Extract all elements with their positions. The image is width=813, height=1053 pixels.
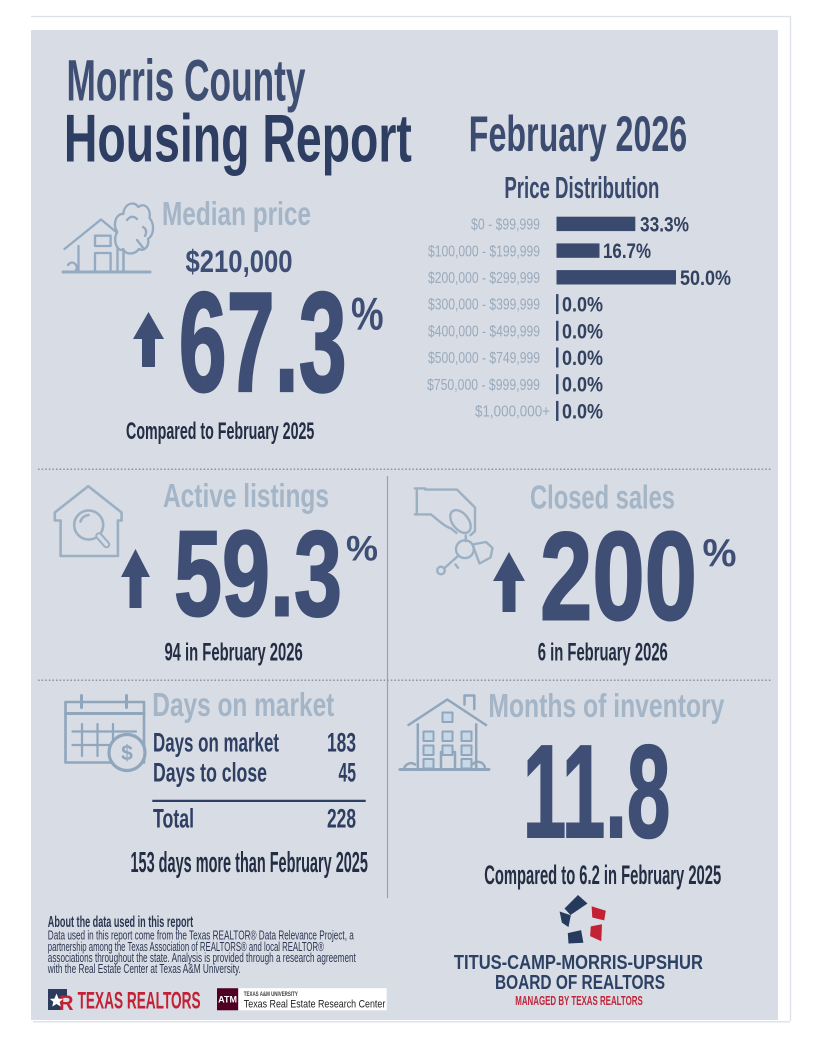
svg-text:0.0%: 0.0% [562, 374, 603, 397]
svg-text:About the data used in this re: About the data used in this report [48, 914, 193, 931]
svg-text:%: % [346, 530, 378, 569]
svg-text:$: $ [121, 742, 133, 765]
svg-text:Active listings: Active listings [163, 477, 329, 514]
svg-text:Days on market: Days on market [153, 728, 279, 758]
svg-text:50.0%: 50.0% [680, 267, 731, 290]
svg-text:$1,000,000+: $1,000,000+ [475, 404, 550, 421]
svg-text:TEXAS A&M UNIVERSITY: TEXAS A&M UNIVERSITY [244, 992, 298, 998]
svg-text:Data used in this report come: Data used in this report come from the T… [48, 929, 354, 943]
svg-text:TEXAS REALTORS: TEXAS REALTORS [78, 988, 201, 1015]
svg-text:$0 - $99,999: $0 - $99,999 [471, 217, 540, 234]
svg-text:$100,000 - $199,999: $100,000 - $199,999 [428, 243, 540, 260]
svg-text:associations throughout the st: associations throughout the state. Analy… [48, 951, 356, 965]
svg-text:0.0%: 0.0% [562, 320, 603, 343]
svg-text:Price Distribution: Price Distribution [504, 170, 659, 205]
svg-text:$500,000 - $749,999: $500,000 - $749,999 [428, 350, 540, 367]
svg-text:228: 228 [327, 804, 356, 834]
svg-text:R: R [59, 991, 74, 1015]
svg-text:$200,000 - $299,999: $200,000 - $299,999 [428, 270, 540, 287]
svg-text:67.3: 67.3 [179, 263, 347, 422]
svg-text:February 2026: February 2026 [469, 106, 687, 162]
svg-text:MANAGED BY TEXAS REALTORS: MANAGED BY TEXAS REALTORS [515, 993, 643, 1008]
svg-text:Days on market: Days on market [152, 686, 334, 723]
svg-text:partnership among the Texas As: partnership among the Texas Association … [48, 940, 324, 954]
svg-text:153 days more than February 20: 153 days more than February 2025 [131, 847, 368, 879]
svg-text:45: 45 [339, 758, 357, 788]
svg-text:%: % [351, 288, 384, 340]
svg-text:BOARD OF REALTORS: BOARD OF REALTORS [495, 972, 665, 994]
svg-text:Compared to 6.2 in February 20: Compared to 6.2 in February 2025 [484, 860, 721, 890]
svg-text:183: 183 [327, 728, 356, 758]
svg-text:200: 200 [540, 508, 697, 647]
svg-text:11.8: 11.8 [523, 718, 671, 865]
svg-text:$210,000: $210,000 [186, 243, 293, 279]
svg-text:6 in February 2026: 6 in February 2026 [538, 639, 668, 667]
svg-text:%: % [703, 532, 737, 575]
svg-text:$300,000 - $399,999: $300,000 - $399,999 [428, 297, 540, 314]
svg-text:Closed sales: Closed sales [530, 479, 675, 516]
svg-text:33.3%: 33.3% [640, 214, 689, 237]
svg-text:16.7%: 16.7% [603, 240, 651, 263]
svg-text:Compared to February 2025: Compared to February 2025 [126, 418, 314, 445]
svg-text:Median price: Median price [162, 195, 311, 232]
svg-text:0.0%: 0.0% [562, 347, 603, 370]
svg-text:Housing Report: Housing Report [64, 102, 412, 177]
svg-text:$400,000 - $499,999: $400,000 - $499,999 [428, 323, 540, 340]
svg-text:94 in February 2026: 94 in February 2026 [164, 639, 302, 667]
svg-text:Total: Total [153, 804, 194, 834]
svg-text:Months of inventory: Months of inventory [488, 687, 724, 724]
svg-text:with the Real Estate Center at: with the Real Estate Center at Texas A&M… [47, 962, 241, 976]
svg-text:0.0%: 0.0% [562, 400, 603, 423]
svg-text:Morris County: Morris County [67, 49, 306, 114]
svg-text:0.0%: 0.0% [562, 294, 603, 317]
svg-text:Days to close: Days to close [153, 758, 267, 788]
svg-text:59.3: 59.3 [174, 506, 342, 642]
svg-text:ATM: ATM [218, 995, 237, 1005]
svg-text:TITUS-CAMP-MORRIS-UPSHUR: TITUS-CAMP-MORRIS-UPSHUR [454, 952, 703, 974]
svg-text:$750,000 - $999,999: $750,000 - $999,999 [427, 377, 540, 394]
svg-text:Texas Real Estate Research Cen: Texas Real Estate Research Center [244, 999, 386, 1011]
